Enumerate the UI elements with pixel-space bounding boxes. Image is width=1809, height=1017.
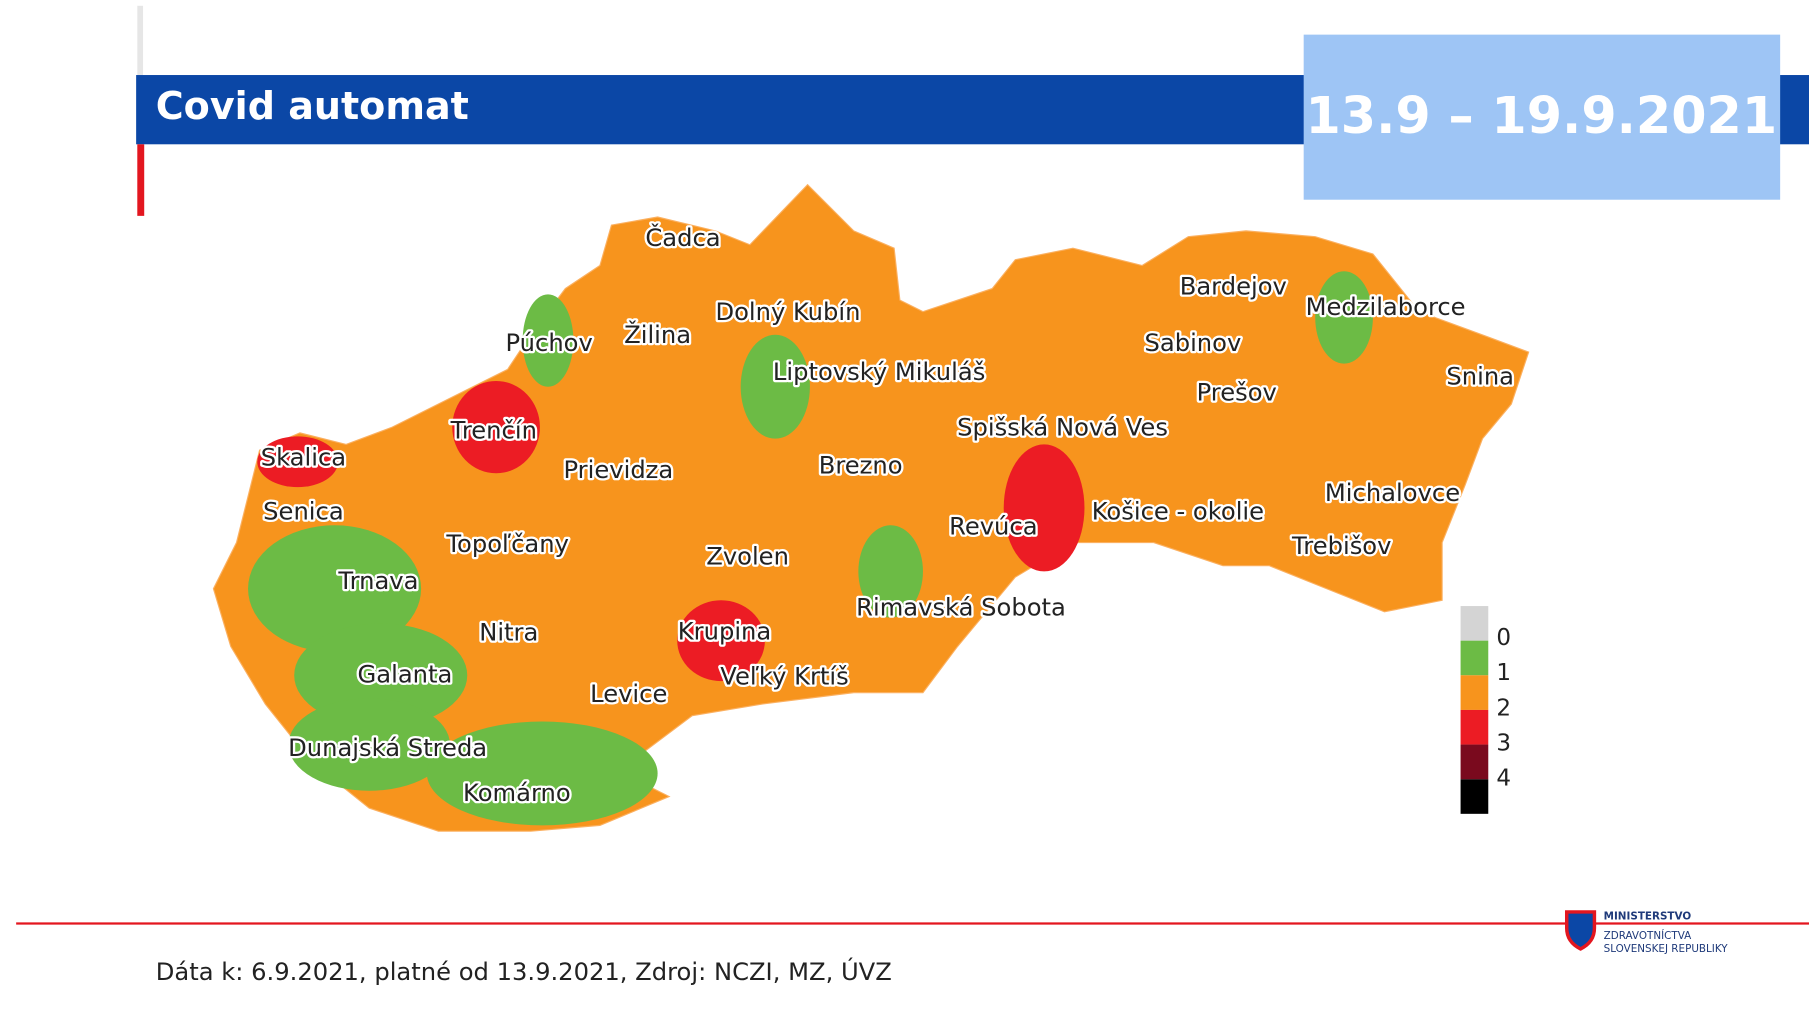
district-label: Medzilaborce [1306, 293, 1466, 321]
period: 13.9 – 19.9.2021 [1305, 86, 1777, 145]
legend-swatch [1460, 709, 1489, 745]
district-label: Levice [590, 680, 667, 708]
district-region [426, 721, 658, 826]
logo-line: MINISTERSTVO [1604, 911, 1692, 923]
district-label: Revúca [949, 513, 1037, 541]
district-label: Snina [1446, 362, 1514, 390]
period-box [1303, 34, 1781, 200]
district-label: Trenčín [450, 417, 537, 445]
legend-label: 3 [1496, 730, 1511, 756]
district-label: Dunajská Streda [288, 734, 487, 762]
district-label: Topoľčany [445, 530, 569, 558]
district-label: Košice - okolie [1092, 498, 1264, 526]
district-region [452, 380, 540, 474]
district-region [248, 525, 422, 653]
district-label: Nitra [479, 619, 538, 647]
legend-swatch [1460, 744, 1489, 780]
district-label: Galanta [358, 660, 453, 688]
district-label: Spišská Nová Ves [957, 413, 1168, 441]
district-region [257, 436, 339, 488]
district-region [294, 623, 468, 728]
district-label: Púchov [506, 329, 593, 357]
district-label: Prešov [1197, 379, 1277, 407]
district-region [522, 294, 574, 387]
district-region [740, 334, 810, 439]
header-title: Covid automat [156, 84, 469, 128]
district-label: Brezno [819, 451, 903, 479]
legend-label: 2 [1496, 695, 1511, 721]
district-region [858, 525, 923, 618]
district-label: Skalica [261, 443, 346, 471]
district-label: Čadca [645, 222, 720, 252]
district-label: Rimavská Sobota [856, 593, 1066, 621]
district-label: Trnava [337, 567, 418, 595]
logo-line: SLOVENSKEJ REPUBLIKY [1604, 943, 1729, 955]
legend-label: 0 [1496, 625, 1511, 651]
logo-line: ZDRAVOTNÍCTVA [1604, 929, 1693, 942]
district-label: Senica [263, 498, 343, 526]
district-label: Dolný Kubín [715, 298, 860, 326]
legend-label: 4 [1496, 766, 1511, 792]
district-label: Trebišov [1291, 532, 1391, 560]
legend-extra [1460, 779, 1489, 814]
district-label: Prievidza [564, 456, 674, 484]
logo-shield [1564, 910, 1597, 951]
district-region [1003, 444, 1085, 572]
legend-swatch [1460, 606, 1489, 641]
district-label: Liptovský Mikuláš [773, 358, 985, 386]
district-label: Sabinov [1145, 329, 1242, 357]
district-region [677, 600, 765, 682]
footer-source: Dáta k: 6.9.2021, platné od 13.9.2021, Z… [156, 956, 892, 986]
district-region [288, 698, 450, 791]
district-label: Zvolen [706, 543, 789, 571]
district-label: Veľký Krtíš [720, 663, 849, 691]
district-label: Michalovce [1325, 479, 1460, 507]
district-label: Bardejov [1180, 272, 1287, 300]
accent-gray [137, 5, 144, 76]
legend-swatch [1460, 675, 1489, 710]
accent-red [137, 144, 145, 216]
district-label: Komárno [463, 779, 571, 807]
district-label: Žilina [624, 320, 691, 349]
legend-label: 1 [1496, 660, 1511, 686]
district-label: Krupina [678, 618, 771, 646]
map: Čadca Dolný Kubín Žilina Púchov Liptovský Mi… [212, 183, 1530, 832]
district-region [1315, 271, 1373, 364]
legend-swatch [1460, 640, 1489, 676]
